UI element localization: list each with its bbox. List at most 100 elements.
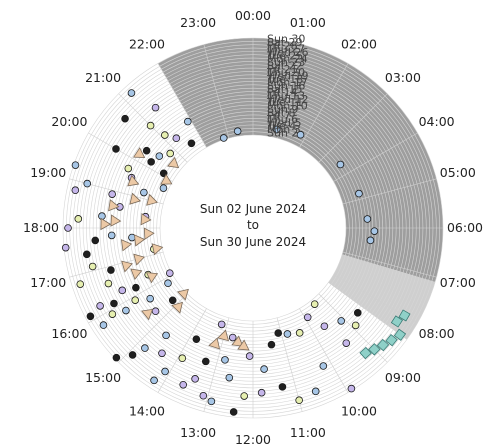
circle-marker [98, 212, 106, 220]
triangle-marker [120, 239, 133, 252]
hour-label: 15:00 [85, 370, 121, 385]
circle-marker [88, 262, 97, 271]
circle-marker [295, 396, 303, 405]
circle-marker [161, 131, 169, 139]
hour-spoke [88, 274, 173, 324]
circle-marker [147, 158, 155, 166]
triangle-marker [129, 192, 142, 205]
circle-marker [161, 367, 169, 376]
circle-marker [162, 331, 170, 340]
circle-marker [319, 362, 328, 370]
circle-marker [245, 352, 254, 360]
circle-marker [296, 130, 305, 139]
circle-marker [342, 339, 351, 347]
triangle-marker [110, 214, 122, 227]
circle-marker [168, 296, 177, 305]
circle-marker [228, 333, 237, 342]
circle-marker [141, 344, 149, 352]
center-line2: to [247, 218, 259, 232]
circle-marker [274, 329, 283, 337]
circle-marker [128, 351, 137, 359]
circle-marker [142, 146, 151, 155]
circle-marker [337, 317, 345, 325]
circle-marker [107, 231, 116, 240]
circle-marker [64, 224, 72, 232]
circle-marker [107, 266, 115, 274]
circle-marker [257, 388, 266, 397]
hour-label: 13:00 [180, 425, 216, 440]
hour-spoke [333, 132, 418, 182]
hour-label: 08:00 [419, 326, 455, 341]
day-label: Tue 18 [266, 73, 303, 86]
circle-marker [199, 391, 208, 400]
hour-spoke [299, 63, 349, 148]
center-line1: Sun 02 June 2024 [200, 202, 306, 216]
triangle-marker [127, 174, 140, 187]
circle-marker [118, 286, 127, 295]
hour-spoke [157, 63, 207, 148]
circle-marker [221, 356, 229, 364]
center-line3: Sun 30 June 2024 [200, 235, 306, 249]
triangle-marker [167, 156, 180, 169]
circle-marker [353, 309, 362, 317]
day-label: Sat 15 [267, 83, 303, 96]
circle-marker [91, 236, 100, 245]
circle-marker [122, 306, 130, 315]
hour-label: 09:00 [385, 370, 421, 385]
triangle-marker [108, 199, 120, 212]
circle-marker [336, 160, 345, 169]
circle-marker [192, 335, 201, 343]
day-label: Sun 9 [267, 103, 298, 116]
triangle-marker [140, 213, 152, 226]
day-label: Wed 26 [267, 46, 308, 59]
triangle-marker [141, 308, 154, 321]
circle-marker [71, 161, 80, 169]
day-label: Fri 7 [267, 110, 291, 123]
day-label: Thu 13 [266, 90, 305, 103]
hour-spoke [88, 132, 173, 182]
circle-marker [229, 408, 238, 416]
circle-marker [320, 322, 329, 331]
circle-marker [207, 397, 216, 406]
circle-marker [240, 392, 248, 400]
hour-label: 07:00 [440, 275, 476, 290]
hour-label: 21:00 [85, 70, 121, 85]
circle-marker [83, 179, 92, 188]
circle-marker [283, 330, 292, 338]
circle-marker [370, 227, 379, 235]
hour-spoke [203, 44, 230, 139]
circle-marker [71, 186, 80, 195]
day-label: Thu 27 [266, 43, 305, 56]
hour-label: 22:00 [129, 36, 165, 51]
hour-label: 20:00 [51, 114, 87, 129]
circle-marker [201, 357, 210, 366]
circle-marker [355, 189, 363, 198]
hour-labels: 00:00 01:00 02:00 03:00 04:00 05:00 06:00 07:00… [23, 8, 483, 447]
day-label: Mon 17 [267, 76, 308, 89]
circle-marker [155, 152, 164, 160]
square-marker [376, 338, 390, 352]
circle-marker [121, 114, 129, 123]
triangle-marker [151, 243, 164, 256]
circle-marker [363, 215, 372, 223]
triangle-marker [217, 329, 230, 342]
center-caption: Sun 02 June 2024 to Sun 30 June 2024 [200, 202, 306, 249]
circle-marker [131, 296, 140, 304]
event-markers [61, 89, 411, 416]
circle-marker [159, 184, 168, 192]
day-label: Sun 16 [267, 80, 305, 93]
circle-marker [351, 321, 360, 330]
square-marker [368, 343, 381, 356]
hour-label: 14:00 [129, 404, 165, 419]
circle-marker [166, 149, 175, 158]
triangle-marker [100, 217, 112, 231]
day-label: Sat 29 [267, 36, 303, 49]
hour-spoke [342, 178, 437, 205]
night-sector [158, 37, 444, 282]
day-label: Wed 12 [267, 93, 308, 106]
circle-marker [151, 103, 160, 112]
hour-label: 01:00 [290, 15, 326, 30]
hour-label: 03:00 [385, 70, 421, 85]
